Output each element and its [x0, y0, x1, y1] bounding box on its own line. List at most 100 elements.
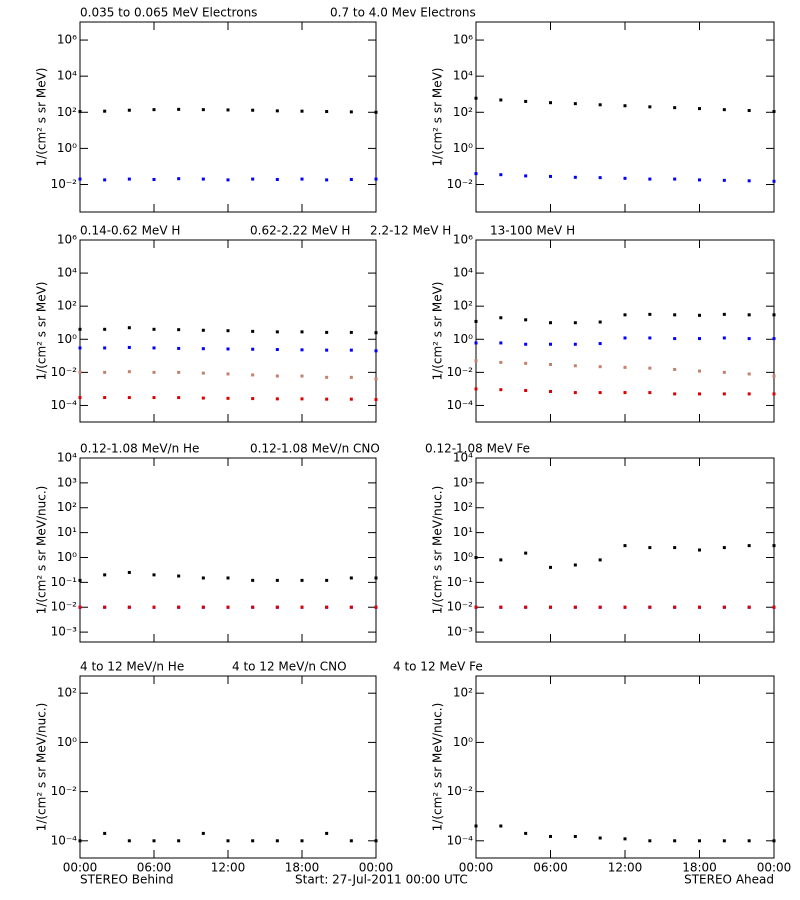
y-axis-label: 1/(cm² s sr MeV/nuc.) — [35, 703, 49, 832]
y-tick-label: 10¹ — [57, 525, 77, 539]
data-point — [747, 372, 751, 376]
data-point — [722, 839, 726, 843]
data-point — [201, 347, 205, 351]
data-point — [374, 110, 378, 114]
data-point — [103, 605, 107, 609]
data-point — [747, 179, 751, 183]
data-point — [573, 321, 577, 325]
data-point — [349, 330, 353, 334]
data-point — [275, 578, 279, 582]
data-point — [524, 605, 528, 609]
y-tick-label: 10⁻⁴ — [447, 398, 474, 412]
data-point — [623, 605, 627, 609]
legend-entry: 4 to 12 MeV/n CNO — [232, 660, 347, 674]
data-point — [325, 375, 329, 379]
y-tick-label: 10⁻¹ — [447, 575, 474, 589]
data-point — [152, 346, 156, 350]
data-point — [103, 178, 107, 182]
y-tick-label: 10⁰ — [57, 332, 77, 346]
y-tick-label: 10⁻² — [447, 177, 474, 191]
data-point — [201, 328, 205, 332]
data-point — [598, 836, 602, 840]
data-point — [747, 109, 751, 113]
data-point — [103, 109, 107, 113]
data-point — [648, 366, 652, 370]
x-tick-label: 06:00 — [137, 861, 172, 875]
data-point — [598, 342, 602, 346]
y-tick-label: 10⁴ — [453, 266, 473, 280]
data-point — [201, 396, 205, 400]
data-point — [673, 337, 677, 341]
data-point — [499, 98, 503, 102]
plot-frame — [475, 675, 775, 859]
data-point — [78, 110, 82, 114]
data-point — [78, 177, 82, 181]
data-point — [524, 318, 528, 322]
data-point — [722, 392, 726, 396]
data-point — [152, 108, 156, 112]
legend-entry: 0.14-0.62 MeV H — [80, 224, 180, 238]
data-point — [648, 605, 652, 609]
x-tick-label: 12:00 — [608, 861, 643, 875]
y-tick-label: 10⁻² — [51, 600, 78, 614]
data-point — [747, 544, 751, 548]
y-tick-label: 10⁰ — [453, 735, 473, 749]
data-point — [201, 177, 205, 181]
x-tick-label: 18:00 — [682, 861, 717, 875]
data-point — [177, 839, 181, 843]
data-point — [103, 573, 107, 577]
data-point — [648, 105, 652, 109]
data-point — [573, 391, 577, 395]
data-point — [300, 330, 304, 334]
x-tick-label: 00:00 — [459, 861, 494, 875]
data-point — [499, 605, 503, 609]
data-point — [177, 177, 181, 181]
data-point — [201, 576, 205, 580]
data-point — [127, 345, 131, 349]
data-point — [698, 839, 701, 843]
x-tick-label: 18:00 — [285, 861, 320, 875]
data-point — [152, 573, 156, 577]
data-point — [374, 177, 378, 181]
plot-frame — [475, 239, 775, 423]
plot-frame — [79, 457, 377, 643]
data-point — [127, 839, 131, 843]
data-point — [226, 108, 230, 112]
data-point — [103, 831, 107, 835]
x-tick-label: 06:00 — [533, 861, 568, 875]
y-tick-label: 10² — [453, 105, 473, 119]
legend-entry: 0.035 to 0.065 MeV Electrons — [80, 6, 257, 20]
data-point — [722, 178, 726, 182]
data-point — [226, 605, 230, 609]
data-point — [226, 396, 230, 400]
y-axis-label: 1/(cm² s sr MeV) — [431, 68, 445, 167]
data-point — [524, 389, 528, 393]
data-point — [623, 544, 627, 548]
data-point — [226, 372, 230, 376]
y-axis-label: 1/(cm² s sr MeV) — [35, 68, 49, 167]
data-point — [598, 365, 602, 369]
data-point — [152, 605, 156, 609]
data-point — [103, 346, 107, 350]
data-point — [698, 178, 701, 182]
y-tick-label: 10⁴ — [453, 69, 473, 83]
data-point — [698, 548, 701, 552]
data-point — [698, 107, 701, 111]
data-point — [226, 178, 230, 182]
legend-entry: 4 to 12 MeV Fe — [393, 660, 483, 674]
data-point — [226, 329, 230, 333]
data-point — [573, 563, 577, 567]
data-point — [598, 391, 602, 395]
data-point — [673, 605, 677, 609]
y-tick-label: 10² — [453, 500, 473, 514]
data-point — [78, 578, 82, 582]
data-point — [623, 837, 627, 841]
data-point — [648, 391, 652, 395]
data-point — [673, 106, 677, 110]
data-point — [549, 321, 552, 325]
y-tick-label: 10⁴ — [453, 451, 473, 465]
data-point — [747, 313, 751, 317]
data-point — [275, 109, 279, 113]
data-point — [349, 839, 353, 843]
y-tick-label: 10¹ — [453, 525, 473, 539]
